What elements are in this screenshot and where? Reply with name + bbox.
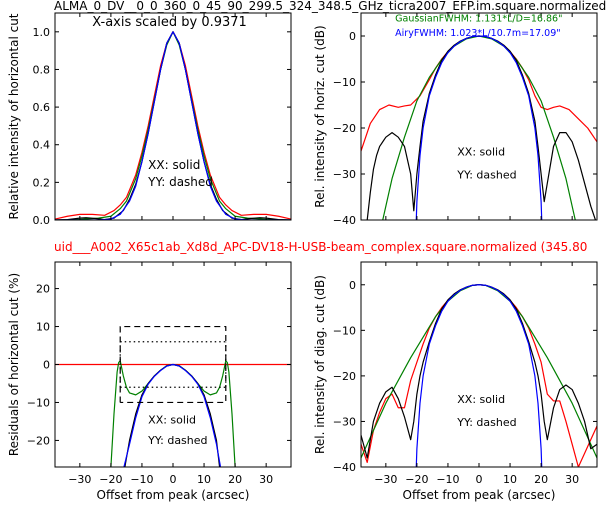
x-axis-label: Offset from peak (arcsec) [403, 488, 556, 502]
series-line [123, 363, 222, 467]
series-group [361, 284, 597, 467]
x-tick-label: −30 [68, 473, 91, 486]
series-line [55, 31, 291, 220]
series-line [361, 284, 597, 467]
annotation: XX: solid [148, 158, 200, 172]
series-line [366, 35, 597, 220]
y-tick-label: 0.4 [33, 139, 51, 152]
y-tick-label: −10 [333, 76, 356, 89]
series-line [361, 35, 597, 152]
y-tick-label: −40 [333, 461, 356, 474]
series-line [361, 284, 597, 459]
series-line [361, 284, 597, 459]
y-axis-label: Relative intensity of horizontal cut [7, 13, 21, 219]
x-tick-label: 30 [259, 473, 273, 486]
y-axis-label: Residuals of horizontal cut (%) [7, 273, 21, 456]
annotation: XX: solid [148, 413, 196, 426]
x-axis-label: Offset from peak (arcsec) [97, 488, 250, 502]
series-line [55, 31, 291, 220]
y-tick-label: 10 [36, 321, 50, 334]
annotation: GaussianFWHM: 1.131*L/D=16.86" [395, 13, 562, 24]
annotation: YY: dashed [456, 416, 516, 429]
mid-title: uid___A002_X65c1ab_Xd8d_APC-DV18-H-USB-b… [54, 240, 587, 254]
y-tick-label: 0.6 [33, 101, 51, 114]
y-tick-label: −10 [333, 324, 356, 337]
y-tick-label: −20 [333, 370, 356, 383]
y-tick-label: −30 [333, 168, 356, 181]
series-line [415, 284, 543, 467]
y-axis-label: Rel. intensity of diag. cut (dB) [313, 275, 327, 454]
x-tick-label: 30 [565, 473, 579, 486]
panel-bl: −30 −20 −10 0 10 20 30 −20 −10 0 10 20 Offset from p… [7, 261, 292, 502]
series-line [415, 35, 543, 220]
panel-tr: −40 −30 −20 −10 0 Rel. intensity of horiz. cu… [313, 12, 598, 227]
x-tick-label: 0 [170, 473, 177, 486]
x-tick-label: 0 [476, 473, 483, 486]
annotation: X-axis scaled by 0.9371 [92, 15, 247, 30]
axes-frame [360, 12, 598, 221]
annotation: YY: dashed [456, 169, 516, 182]
x-tick-label: −30 [374, 473, 397, 486]
panels: 0.0 0.2 0.4 0.6 0.8 1.0 Relative intensity of … [7, 12, 598, 502]
y-tick-label: −30 [333, 415, 356, 428]
annotation: YY: dashed [147, 175, 213, 189]
series-line [119, 325, 227, 404]
series-line [382, 35, 576, 220]
x-tick-label: −20 [99, 473, 122, 486]
y-axis-label: Rel. intensity of horiz. cut (dB) [313, 25, 327, 207]
series-group [361, 35, 597, 220]
panel-br: −30 −20 −10 0 10 20 30 −40 −30 −20 −10 0 Offset from… [313, 261, 598, 502]
annotation: XX: solid [457, 393, 505, 406]
series-group [55, 31, 291, 220]
y-tick-label: 0.0 [33, 214, 51, 227]
x-tick-label: 10 [503, 473, 517, 486]
y-tick-label: 0 [349, 279, 356, 292]
y-tick-label: 0.8 [33, 63, 51, 76]
y-tick-label: −20 [27, 434, 50, 447]
x-tick-label: −10 [436, 473, 459, 486]
panel-tl: 0.0 0.2 0.4 0.6 0.8 1.0 Relative intensity of … [7, 12, 292, 227]
annotation: XX: solid [457, 146, 505, 159]
y-tick-label: −40 [333, 214, 356, 227]
x-tick-label: 20 [228, 473, 242, 486]
y-tick-label: −20 [333, 122, 356, 135]
top-title: ALMA_0_DV__0_0_360_0_45_90_299.5_324_348… [54, 0, 606, 13]
x-tick-label: 10 [197, 473, 211, 486]
x-tick-label: −20 [405, 473, 428, 486]
y-tick-label: −10 [27, 396, 50, 409]
series-line [55, 31, 291, 220]
y-tick-label: 20 [36, 283, 50, 296]
series-group [55, 325, 291, 467]
x-tick-label: −10 [130, 473, 153, 486]
annotation: YY: dashed [147, 434, 207, 447]
y-tick-label: 1.0 [33, 26, 51, 39]
series-line [55, 31, 291, 220]
y-tick-label: 0 [349, 30, 356, 43]
annotation: AiryFWHM: 1.023*L/10.7m=17.09" [395, 28, 560, 39]
x-tick-label: 20 [534, 473, 548, 486]
y-tick-label: 0.2 [33, 176, 51, 189]
y-tick-label: 0 [43, 359, 50, 372]
axes-frame [360, 261, 598, 468]
